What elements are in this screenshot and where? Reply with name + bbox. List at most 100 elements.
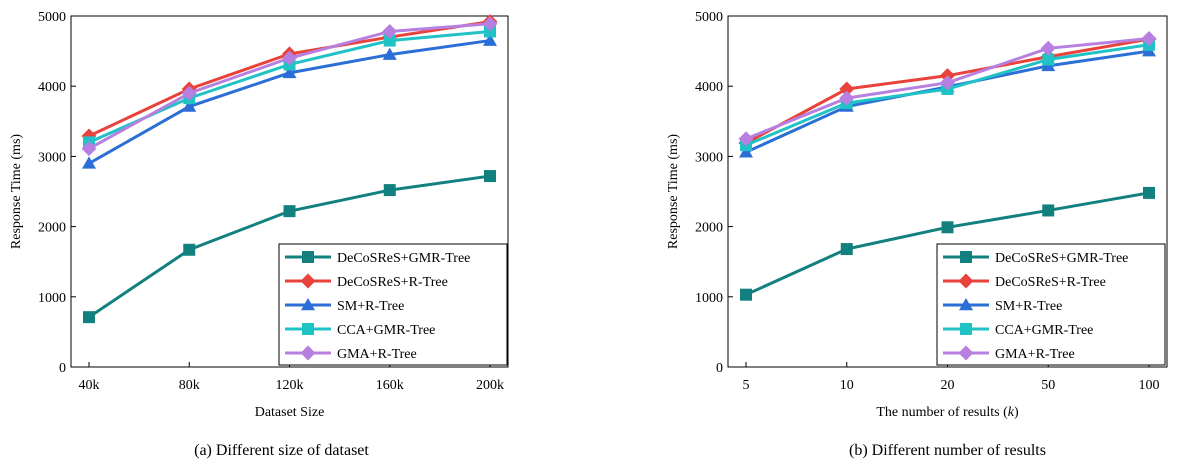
- series-sm-r-tree: [82, 33, 497, 169]
- data-point: [483, 33, 497, 46]
- legend-label: DeCoSReS+R-Tree: [995, 275, 1106, 290]
- y-tick-label: 3000: [695, 150, 723, 165]
- chart-caption: (a) Different size of dataset: [194, 442, 369, 459]
- data-point: [940, 75, 955, 91]
- legend: DeCoSReS+GMR-Tree DeCoSReS+R-Tree SM+R-Tre…: [936, 243, 1166, 366]
- data-point: [482, 16, 498, 32]
- data-point: [183, 243, 196, 256]
- legend-item: SM+R-Tree: [943, 298, 1062, 314]
- legend-label: DeCoSReS+R-Tree: [337, 275, 448, 290]
- data-point: [740, 288, 752, 301]
- data-point: [739, 145, 753, 158]
- x-axis-label: Dataset Size: [255, 405, 325, 420]
- y-tick-label: 2000: [695, 221, 723, 236]
- data-point: [82, 156, 96, 169]
- y-axis-label: Response Time (ms): [666, 134, 681, 249]
- data-point: [283, 205, 296, 218]
- y-tick-label: 1000: [38, 291, 66, 306]
- data-point: [738, 131, 754, 147]
- y-tick-label: 3000: [38, 150, 66, 165]
- legend-label: GMA+R-Tree: [337, 347, 417, 362]
- y-tick-label: 1000: [695, 291, 723, 306]
- series-line: [88, 20, 491, 138]
- x-tick-label: 200k: [476, 378, 504, 393]
- y-tick-label: 4000: [695, 80, 723, 95]
- legend-label: SM+R-Tree: [995, 299, 1062, 314]
- legend-swatch-marker: [301, 298, 315, 311]
- series-gma-r-tree: [738, 30, 1157, 147]
- x-tick-label: 40k: [79, 378, 100, 393]
- y-axis-label: Response Time (ms): [9, 134, 24, 249]
- data-point: [81, 141, 97, 157]
- legend-swatch-marker: [302, 323, 314, 335]
- legend-label: DeCoSReS+GMR-Tree: [995, 251, 1128, 266]
- data-point: [484, 170, 496, 183]
- data-point: [1042, 204, 1055, 217]
- y-tick-label: 4000: [38, 80, 66, 95]
- y-tick-label: 0: [59, 361, 66, 376]
- legend-item: DeCoSReS+R-Tree: [285, 273, 448, 290]
- data-point: [383, 34, 396, 47]
- data-point: [840, 243, 853, 256]
- legend-swatch-marker: [958, 273, 974, 289]
- series-cca-gmr-tree: [83, 25, 496, 149]
- legend-item: CCA+GMR-Tree: [285, 323, 435, 338]
- legend-item: DeCoSReS+GMR-Tree: [943, 251, 1128, 266]
- data-point: [181, 85, 197, 101]
- legend-label: CCA+GMR-Tree: [337, 323, 435, 338]
- y-tick-label: 2000: [38, 221, 66, 236]
- data-point: [839, 81, 855, 97]
- legend-swatch-marker: [960, 323, 972, 335]
- legend-swatch-marker: [300, 345, 316, 361]
- y-tick-label: 0: [716, 361, 723, 376]
- data-point: [282, 50, 297, 66]
- legend-item: DeCoSReS+R-Tree: [943, 273, 1106, 290]
- data-point: [382, 47, 397, 60]
- data-point: [182, 99, 197, 112]
- legend-swatch-marker: [960, 251, 972, 263]
- legend-label: SM+R-Tree: [337, 299, 404, 314]
- legend-label: DeCoSReS+GMR-Tree: [337, 251, 470, 266]
- legend-label: CCA+GMR-Tree: [995, 323, 1093, 338]
- data-point: [1143, 186, 1155, 199]
- legend-swatch-marker: [300, 273, 316, 289]
- data-point: [839, 90, 855, 106]
- series-cca-gmr-tree: [740, 38, 1155, 152]
- legend-swatch-marker: [958, 345, 974, 361]
- x-tick-label: 120k: [276, 378, 304, 393]
- data-point: [383, 184, 396, 197]
- chart-panel-b: 0 1000 2000 3000 4000 5000 5 10 20 50 100 Response …: [666, 10, 1168, 459]
- legend-item: GMA+R-Tree: [285, 345, 417, 362]
- series-sm-r-tree: [739, 44, 1156, 158]
- x-tick-label: 80k: [179, 378, 200, 393]
- legend-item: SM+R-Tree: [285, 298, 404, 314]
- legend-item: GMA+R-Tree: [943, 345, 1075, 362]
- data-point: [282, 65, 297, 79]
- x-tick-label: 10: [840, 378, 854, 393]
- y-tick-label: 5000: [695, 10, 723, 25]
- x-axis-label: The number of results (k): [876, 405, 1019, 420]
- data-point: [1040, 40, 1056, 56]
- x-tick-label: 160k: [376, 378, 404, 393]
- data-point: [484, 25, 496, 38]
- series-line: [745, 49, 1150, 154]
- legend-swatch-marker: [959, 298, 973, 311]
- series-decosres-gmr-tree: [740, 186, 1155, 301]
- y-tick-label: 5000: [38, 10, 66, 25]
- series-decosres-r-tree: [81, 14, 498, 144]
- x-tick-label: 5: [743, 378, 750, 393]
- chart-caption: (b) Different number of results: [849, 442, 1046, 459]
- data-point: [382, 23, 398, 39]
- x-tick-label: 100: [1139, 378, 1160, 393]
- legend-swatch-marker: [302, 251, 314, 263]
- chart-panel-a: 0 1000 2000 3000 4000 5000 40k 80k 120k 160k 200k R…: [9, 10, 509, 459]
- legend-item: CCA+GMR-Tree: [943, 323, 1093, 338]
- series-decosres-gmr-tree: [83, 170, 496, 324]
- data-point: [1141, 30, 1157, 46]
- data-point: [1042, 53, 1055, 66]
- data-point: [83, 311, 95, 324]
- legend-item: DeCoSReS+GMR-Tree: [285, 251, 470, 266]
- series-gma-r-tree: [81, 16, 498, 157]
